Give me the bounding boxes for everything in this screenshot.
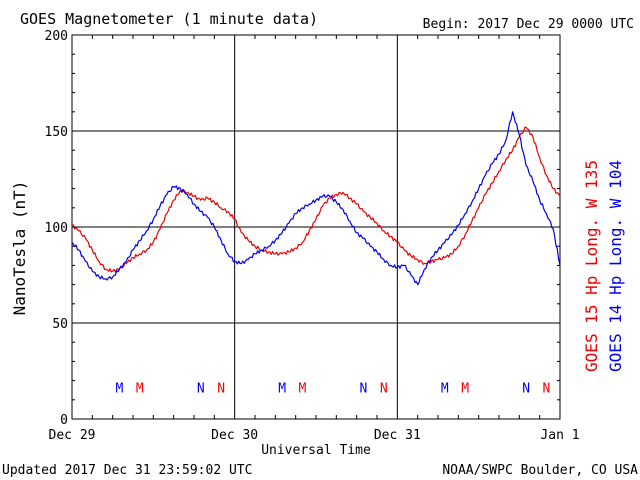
series-marker-label: N — [217, 381, 225, 396]
series-marker-label: M — [461, 381, 469, 396]
y-tick-label: 50 — [52, 317, 68, 332]
legend-entry: GOES 15 Hp Long. W 135 — [582, 160, 601, 372]
series-marker-label: N — [380, 381, 388, 396]
series-marker-label: M — [116, 381, 124, 396]
updated-label: Updated 2017 Dec 31 23:59:02 UTC — [2, 463, 252, 478]
series-marker-label: M — [299, 381, 307, 396]
grid-lines — [72, 35, 560, 419]
series-line — [71, 111, 561, 286]
x-tick-label: Dec 29 — [49, 428, 96, 443]
legend: GOES 15 Hp Long. W 135 GOES 14 Hp Long. W… — [582, 160, 625, 372]
y-tick-label: 0 — [60, 413, 68, 428]
chart-title: GOES Magnetometer (1 minute data) — [20, 10, 318, 28]
x-tick-label: Jan 1 — [540, 428, 579, 443]
series-marker-label: N — [197, 381, 205, 396]
series-marker-label: N — [360, 381, 368, 396]
series-marker-label: M — [136, 381, 144, 396]
x-axis-label: Universal Time — [261, 443, 371, 458]
legend-entry: GOES 14 Hp Long. W 104 — [606, 160, 625, 372]
y-axis-ticks: 0 50 100 150 200 — [45, 29, 560, 428]
series-marker-label: N — [522, 381, 530, 396]
y-tick-label: 150 — [45, 125, 68, 140]
x-tick-label: Dec 30 — [211, 428, 258, 443]
y-tick-label: 100 — [45, 221, 68, 236]
series-line — [71, 126, 561, 273]
plot-area: M M MN N NM M MN N N — [71, 34, 561, 420]
y-tick-label: 200 — [45, 29, 68, 44]
x-axis-ticks: Dec 29 Dec 30 Dec 31 Jan 1 — [49, 35, 580, 443]
series-marker-label: M — [441, 381, 449, 396]
begin-label: Begin: 2017 Dec 29 0000 UTC — [423, 17, 634, 32]
series-marker-label: M — [278, 381, 286, 396]
y-axis-label: NanoTesla (nT) — [10, 181, 29, 316]
marker-layer: M M MN N NM M MN N N — [116, 381, 551, 396]
x-tick-label: Dec 31 — [374, 428, 421, 443]
credit-label: NOAA/SWPC Boulder, CO USA — [442, 463, 638, 478]
series-layer — [71, 111, 561, 286]
series-marker-label: N — [543, 381, 551, 396]
